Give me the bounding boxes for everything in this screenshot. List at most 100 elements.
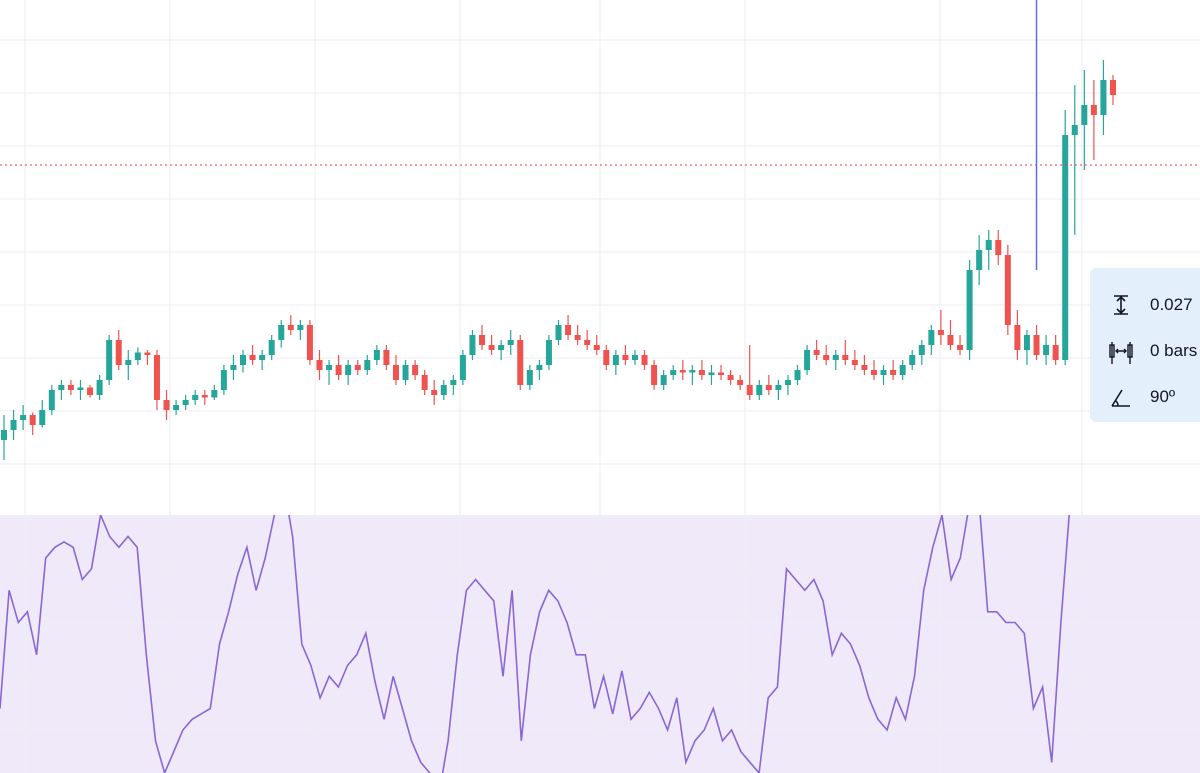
bar-range-value: 0 bars bbox=[1150, 341, 1198, 360]
candle-body bbox=[870, 370, 877, 375]
candle-body bbox=[10, 420, 17, 430]
candle-body bbox=[727, 375, 734, 380]
candle-body bbox=[593, 345, 600, 350]
candle-body bbox=[718, 372, 725, 375]
candle-body bbox=[67, 385, 74, 390]
price-range-value: 0.027 bbox=[1150, 295, 1193, 314]
candle-body bbox=[689, 370, 696, 373]
candle-body bbox=[928, 330, 935, 345]
candle-body bbox=[708, 372, 715, 375]
candle-body bbox=[431, 390, 438, 395]
candle-body bbox=[249, 355, 256, 360]
candle-body bbox=[832, 355, 839, 360]
candle-body bbox=[469, 335, 476, 355]
candle-body bbox=[153, 355, 160, 400]
candle-body bbox=[584, 340, 591, 345]
candle-body bbox=[890, 370, 897, 375]
candle-body bbox=[479, 335, 486, 345]
candle-body bbox=[58, 385, 65, 390]
candle-body bbox=[861, 365, 868, 370]
candle-body bbox=[450, 380, 457, 385]
candle-body bbox=[1100, 80, 1107, 115]
candle-body bbox=[230, 365, 237, 370]
candle-body bbox=[96, 380, 103, 395]
candle-body bbox=[1023, 335, 1030, 350]
candle-body bbox=[316, 360, 323, 370]
candle-body bbox=[306, 325, 313, 360]
candle-body bbox=[507, 340, 514, 345]
angle-value: 90º bbox=[1150, 387, 1176, 406]
candle-body bbox=[182, 400, 189, 405]
candle-body bbox=[966, 270, 973, 350]
candle-body bbox=[373, 350, 380, 360]
candle-body bbox=[1, 430, 7, 440]
candle-body bbox=[87, 387, 94, 395]
candle-body bbox=[756, 385, 763, 395]
candle-body bbox=[1052, 345, 1059, 360]
candle-body bbox=[125, 360, 132, 365]
candle-body bbox=[297, 325, 304, 330]
candle-body bbox=[335, 365, 342, 375]
candle-body bbox=[1014, 325, 1021, 350]
candle-body bbox=[526, 370, 533, 385]
candle-body bbox=[354, 365, 361, 370]
candle-body bbox=[804, 350, 811, 370]
candle-body bbox=[737, 380, 744, 385]
candle-body bbox=[918, 345, 925, 355]
candle-body bbox=[383, 350, 390, 365]
candle-body bbox=[77, 387, 84, 390]
bar-range-row: 0 bars bbox=[1108, 328, 1200, 374]
price-range-icon bbox=[1108, 292, 1134, 318]
candle-body bbox=[660, 375, 667, 385]
candle-body bbox=[794, 370, 801, 380]
candle-body bbox=[20, 415, 27, 420]
candle-body bbox=[440, 385, 447, 395]
candle-body bbox=[622, 355, 629, 360]
candle-body bbox=[985, 240, 992, 250]
candle-body bbox=[1110, 80, 1116, 95]
candle-body bbox=[201, 395, 208, 398]
candle-body bbox=[784, 380, 791, 385]
candle-body bbox=[412, 365, 419, 375]
candle-body bbox=[947, 335, 954, 345]
candle-body bbox=[173, 405, 180, 410]
candle-body bbox=[48, 390, 55, 410]
candle-body bbox=[851, 360, 858, 365]
candle-body bbox=[220, 370, 227, 390]
candle-body bbox=[909, 355, 916, 365]
candle-body bbox=[459, 355, 466, 380]
candle-body bbox=[402, 365, 409, 380]
bar-range-icon bbox=[1108, 338, 1134, 364]
candle-body bbox=[192, 395, 199, 400]
candle-body bbox=[746, 385, 753, 395]
measure-tooltip: 0.027 0 bars 90º bbox=[1090, 268, 1200, 422]
price-range-row: 0.027 bbox=[1108, 282, 1200, 328]
candle-body bbox=[106, 340, 113, 380]
candle-body bbox=[345, 365, 352, 375]
candle-body bbox=[1081, 105, 1088, 125]
candle-body bbox=[976, 250, 983, 270]
candle-body bbox=[679, 370, 686, 373]
candle-body bbox=[144, 352, 151, 355]
candle-body bbox=[1004, 255, 1011, 325]
candle-body bbox=[670, 370, 677, 375]
candle-body bbox=[326, 365, 333, 370]
candle-body bbox=[880, 370, 887, 375]
candle-body bbox=[392, 365, 399, 380]
candle-body bbox=[937, 330, 944, 335]
oscillator-line bbox=[0, 515, 1070, 773]
candle-body bbox=[603, 350, 610, 365]
candle-body bbox=[765, 385, 772, 390]
candle-body bbox=[995, 240, 1002, 255]
candle-body bbox=[545, 340, 552, 365]
angle-row: 90º bbox=[1108, 374, 1200, 420]
candle-body bbox=[555, 325, 562, 340]
candle-body bbox=[574, 335, 581, 340]
candle-body bbox=[651, 365, 658, 385]
candle-body bbox=[421, 375, 428, 390]
candle-body bbox=[268, 340, 275, 355]
candle-body bbox=[823, 355, 830, 360]
candle-body bbox=[641, 355, 648, 365]
